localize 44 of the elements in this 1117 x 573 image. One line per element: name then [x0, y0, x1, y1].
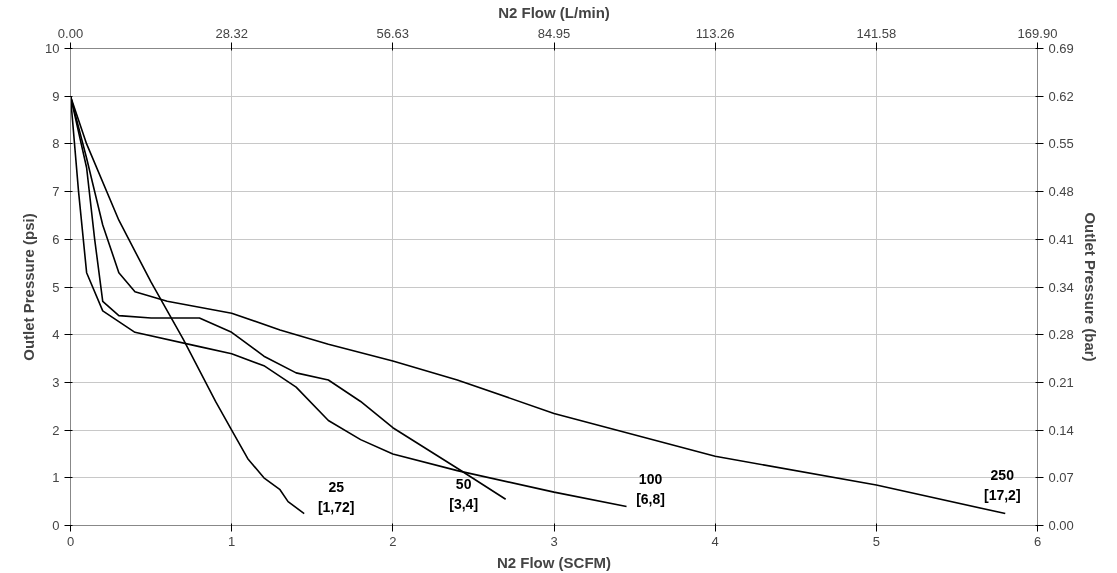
x2-tick-label: 113.26 [695, 25, 735, 41]
series-label: 50 [3,4] [449, 476, 479, 513]
x2-tick-label: 28.32 [215, 25, 248, 41]
y2-tick-label: 0.07 [1048, 470, 1074, 486]
x2-tick-label: 141.58 [856, 25, 897, 41]
series-label: 25 [1,72] [317, 478, 355, 515]
x2-tick-label: 84.95 [537, 25, 571, 41]
y-tick-label: 5 [52, 279, 60, 295]
x2-tick-label: 0.00 [57, 25, 84, 41]
y-tick-label: 1 [52, 470, 60, 486]
y-tick-label: 6 [52, 231, 60, 247]
y2-tick-label: 0.14 [1048, 422, 1074, 438]
y-axis-title: Outlet Pressure (psi) [20, 213, 38, 361]
x-tick-label: 1 [228, 533, 236, 549]
y2-tick-label: 0.00 [1048, 518, 1074, 533]
y-tick-label: 0 [52, 518, 60, 533]
y2-tick-label: 0.55 [1048, 136, 1074, 152]
y2-tick-label: 0.62 [1048, 88, 1074, 104]
y2-tick-label: 0.48 [1048, 184, 1074, 200]
x-tick-label: 4 [711, 533, 719, 549]
x-tick-label: 0 [66, 533, 75, 549]
x-tick-label: 6 [1033, 533, 1042, 549]
y-tick-label: 10 [45, 41, 60, 56]
y2-tick-label: 0.21 [1048, 374, 1074, 390]
y-tick-label: 7 [52, 184, 60, 200]
y-tick-label: 4 [52, 327, 60, 343]
y-tick-label: 9 [52, 88, 60, 104]
series-label: 250 [17,2] [983, 466, 1021, 503]
x-axis-title: N2 Flow (SCFM) [496, 553, 612, 571]
y2-tick-label: 0.41 [1048, 231, 1074, 247]
y2-tick-label: 0.28 [1048, 327, 1074, 343]
x2-tick-label: 56.63 [376, 25, 410, 41]
x2-tick-label: 169.90 [1017, 25, 1058, 41]
y-tick-label: 2 [52, 422, 60, 438]
x2-axis-title: N2 Flow (L/min) [498, 3, 610, 21]
x-tick-label: 3 [550, 533, 558, 549]
y-tick-label: 8 [52, 136, 60, 152]
x-tick-label: 2 [389, 533, 397, 549]
y2-tick-label: 0.69 [1048, 41, 1074, 56]
y2-axis-title: Outlet Pressure (bar) [1081, 212, 1099, 362]
x-tick-label: 5 [872, 533, 880, 549]
y-tick-label: 3 [52, 374, 60, 390]
y2-tick-label: 0.34 [1048, 279, 1074, 295]
series-label: 100 [6,8] [636, 471, 665, 508]
